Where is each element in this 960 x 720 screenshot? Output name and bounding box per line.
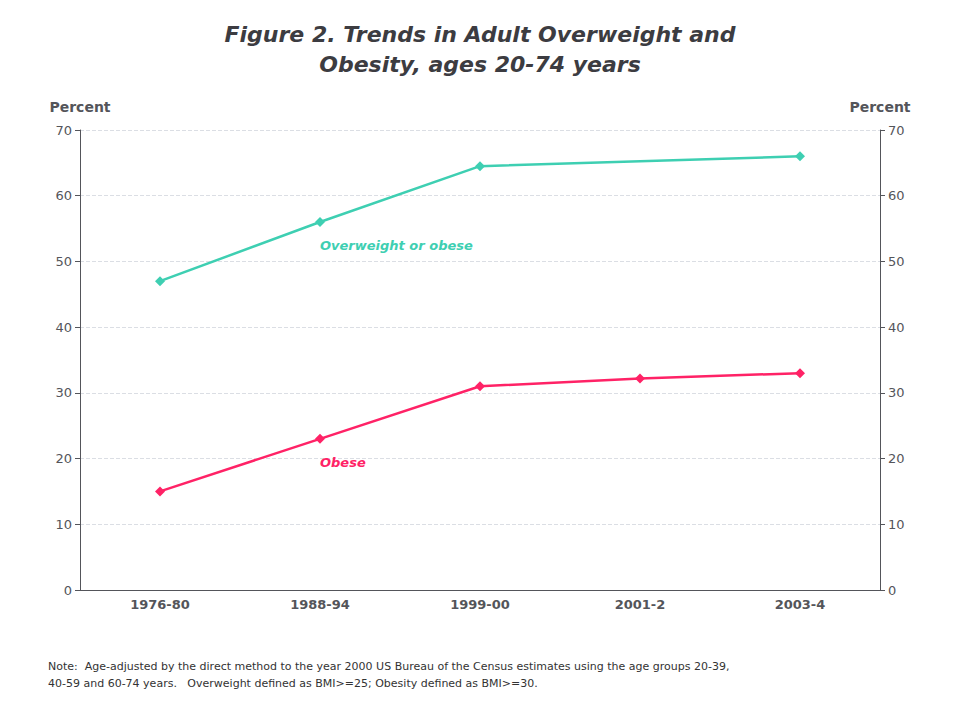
svg-text:1988-94: 1988-94: [290, 597, 350, 612]
svg-text:Figure 2. Trends in Adult Over: Figure 2. Trends in Adult Overweight and: [224, 22, 735, 47]
svg-text:40: 40: [888, 320, 905, 335]
svg-text:60: 60: [55, 188, 72, 203]
svg-text:10: 10: [888, 517, 905, 532]
svg-text:20: 20: [888, 451, 905, 466]
svg-text:2001-2: 2001-2: [615, 597, 666, 612]
svg-text:Obesity, ages 20-74 years: Obesity, ages 20-74 years: [319, 52, 641, 77]
svg-text:1976-80: 1976-80: [130, 597, 190, 612]
svg-text:Percent: Percent: [849, 99, 910, 115]
svg-text:70: 70: [888, 123, 905, 138]
svg-text:0: 0: [888, 583, 896, 598]
svg-text:30: 30: [55, 385, 72, 400]
svg-text:50: 50: [888, 254, 905, 269]
svg-text:70: 70: [55, 123, 72, 138]
svg-text:40-59 and 60-74 years. Overw: 40-59 and 60-74 years. Overweight define…: [48, 677, 538, 690]
svg-text:30: 30: [888, 385, 905, 400]
svg-text:20: 20: [55, 451, 72, 466]
svg-text:10: 10: [55, 517, 72, 532]
svg-text:Overweight or obese: Overweight or obese: [320, 238, 473, 253]
svg-text:60: 60: [888, 188, 905, 203]
svg-text:50: 50: [55, 254, 72, 269]
svg-text:Obese: Obese: [320, 455, 366, 470]
svg-text:Percent: Percent: [49, 99, 110, 115]
svg-text:Note: Age-adjusted by the dir: Note: Age-adjusted by the direct method …: [48, 660, 729, 673]
svg-text:0: 0: [64, 583, 72, 598]
svg-text:2003-4: 2003-4: [775, 597, 826, 612]
svg-text:40: 40: [55, 320, 72, 335]
svg-text:1999-00: 1999-00: [450, 597, 510, 612]
